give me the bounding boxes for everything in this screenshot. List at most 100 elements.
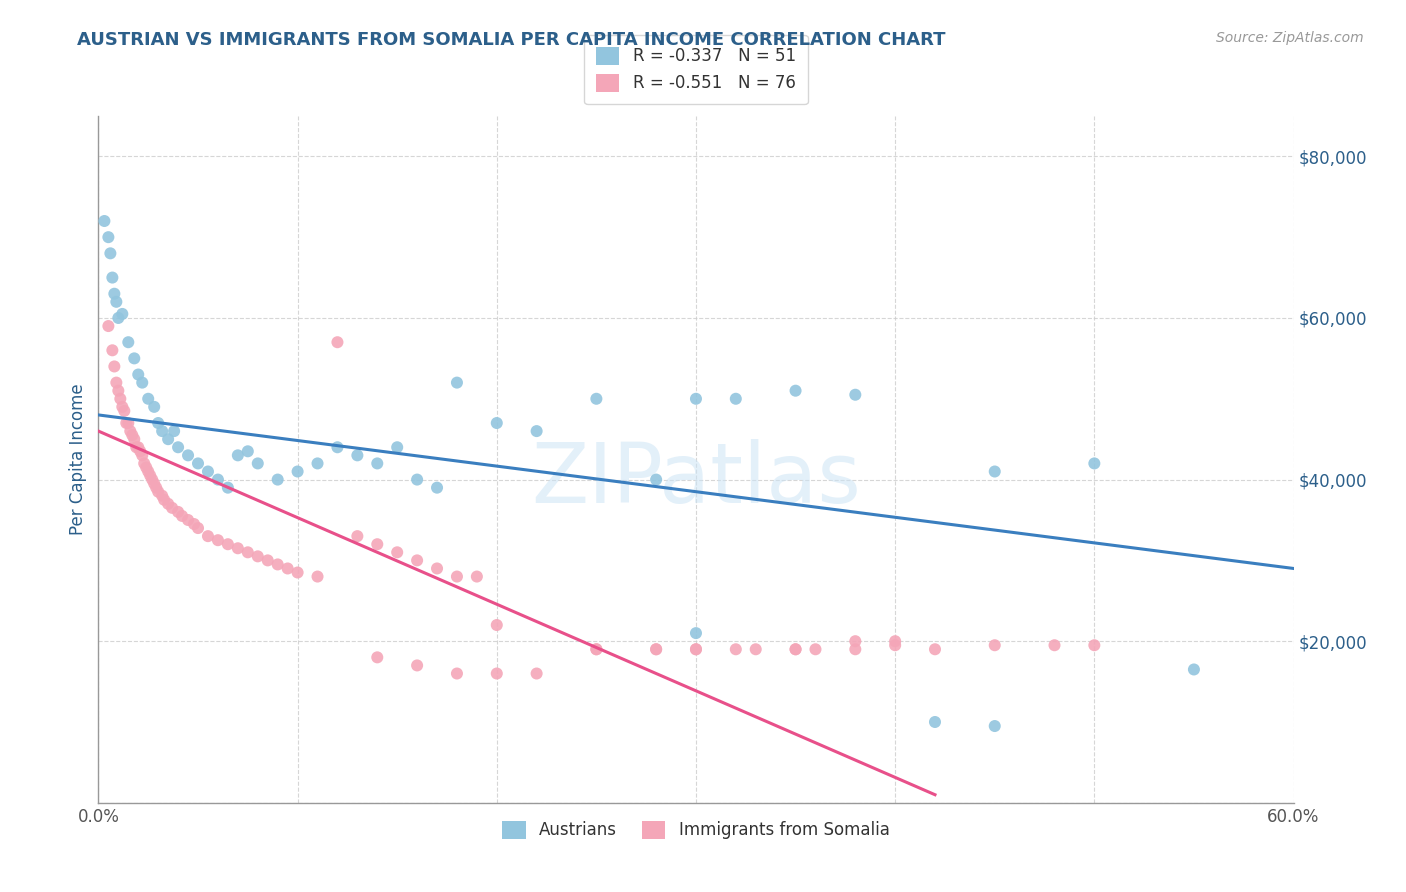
Point xyxy=(207,473,229,487)
Point xyxy=(366,537,388,551)
Point xyxy=(307,569,329,583)
Point xyxy=(98,246,122,260)
Point xyxy=(785,642,807,657)
Point xyxy=(426,481,449,495)
Point xyxy=(105,376,128,390)
Point xyxy=(115,416,138,430)
Point xyxy=(103,286,125,301)
Point xyxy=(645,642,668,657)
Point xyxy=(153,492,176,507)
Point xyxy=(844,634,866,648)
Point xyxy=(685,642,707,657)
Point xyxy=(136,392,159,406)
Point xyxy=(157,432,180,446)
Point xyxy=(984,638,1007,652)
Point xyxy=(127,440,149,454)
Point xyxy=(267,558,290,572)
Point xyxy=(785,642,807,657)
Point xyxy=(984,719,1007,733)
Point xyxy=(197,465,219,479)
Point xyxy=(163,424,186,438)
Point xyxy=(236,545,259,559)
Point xyxy=(246,457,269,471)
Point xyxy=(465,569,488,583)
Point xyxy=(267,473,290,487)
Point xyxy=(1043,638,1066,652)
Point xyxy=(236,444,259,458)
Point xyxy=(485,666,508,681)
Point xyxy=(406,473,429,487)
Point xyxy=(107,310,129,325)
Point xyxy=(150,489,173,503)
Point xyxy=(645,473,668,487)
Point xyxy=(167,440,190,454)
Point xyxy=(256,553,278,567)
Point xyxy=(984,465,1007,479)
Point xyxy=(526,424,548,438)
Point xyxy=(346,529,368,543)
Point xyxy=(148,484,170,499)
Point xyxy=(804,642,827,657)
Point xyxy=(287,465,309,479)
Point xyxy=(134,457,156,471)
Point xyxy=(924,714,946,729)
Point xyxy=(103,359,125,374)
Point xyxy=(101,343,124,358)
Point xyxy=(120,424,142,438)
Text: Source: ZipAtlas.com: Source: ZipAtlas.com xyxy=(1216,31,1364,45)
Point xyxy=(585,642,607,657)
Point xyxy=(1182,663,1205,677)
Point xyxy=(326,335,349,350)
Point xyxy=(446,666,468,681)
Point xyxy=(141,473,163,487)
Point xyxy=(187,521,209,535)
Point xyxy=(148,416,170,430)
Point xyxy=(1083,638,1105,652)
Point xyxy=(226,448,249,462)
Text: ZIPatlas: ZIPatlas xyxy=(531,440,860,521)
Point xyxy=(111,400,134,414)
Point xyxy=(884,634,907,648)
Point xyxy=(346,448,368,462)
Point xyxy=(526,666,548,681)
Point xyxy=(187,457,209,471)
Point xyxy=(485,618,508,632)
Point xyxy=(107,384,129,398)
Point xyxy=(685,392,707,406)
Point xyxy=(124,432,146,446)
Point xyxy=(143,476,166,491)
Point xyxy=(145,481,167,495)
Point xyxy=(177,448,200,462)
Point xyxy=(844,642,866,657)
Point xyxy=(129,444,152,458)
Point xyxy=(117,416,139,430)
Point xyxy=(117,335,139,350)
Point xyxy=(287,566,309,580)
Point xyxy=(150,424,173,438)
Point xyxy=(125,440,148,454)
Point xyxy=(183,516,205,531)
Point xyxy=(111,307,134,321)
Point xyxy=(685,642,707,657)
Point xyxy=(207,533,229,548)
Point xyxy=(326,440,349,454)
Point xyxy=(307,457,329,471)
Point xyxy=(157,497,180,511)
Point xyxy=(884,638,907,652)
Point xyxy=(135,460,157,475)
Point xyxy=(724,392,747,406)
Point xyxy=(136,465,159,479)
Point xyxy=(446,376,468,390)
Point xyxy=(112,404,135,418)
Point xyxy=(226,541,249,556)
Point xyxy=(385,545,409,559)
Point xyxy=(844,388,866,402)
Point xyxy=(121,428,143,442)
Text: AUSTRIAN VS IMMIGRANTS FROM SOMALIA PER CAPITA INCOME CORRELATION CHART: AUSTRIAN VS IMMIGRANTS FROM SOMALIA PER … xyxy=(77,31,946,49)
Point xyxy=(585,642,607,657)
Point xyxy=(143,400,166,414)
Point xyxy=(172,508,194,523)
Point xyxy=(127,368,149,382)
Point xyxy=(585,392,607,406)
Point xyxy=(124,351,146,366)
